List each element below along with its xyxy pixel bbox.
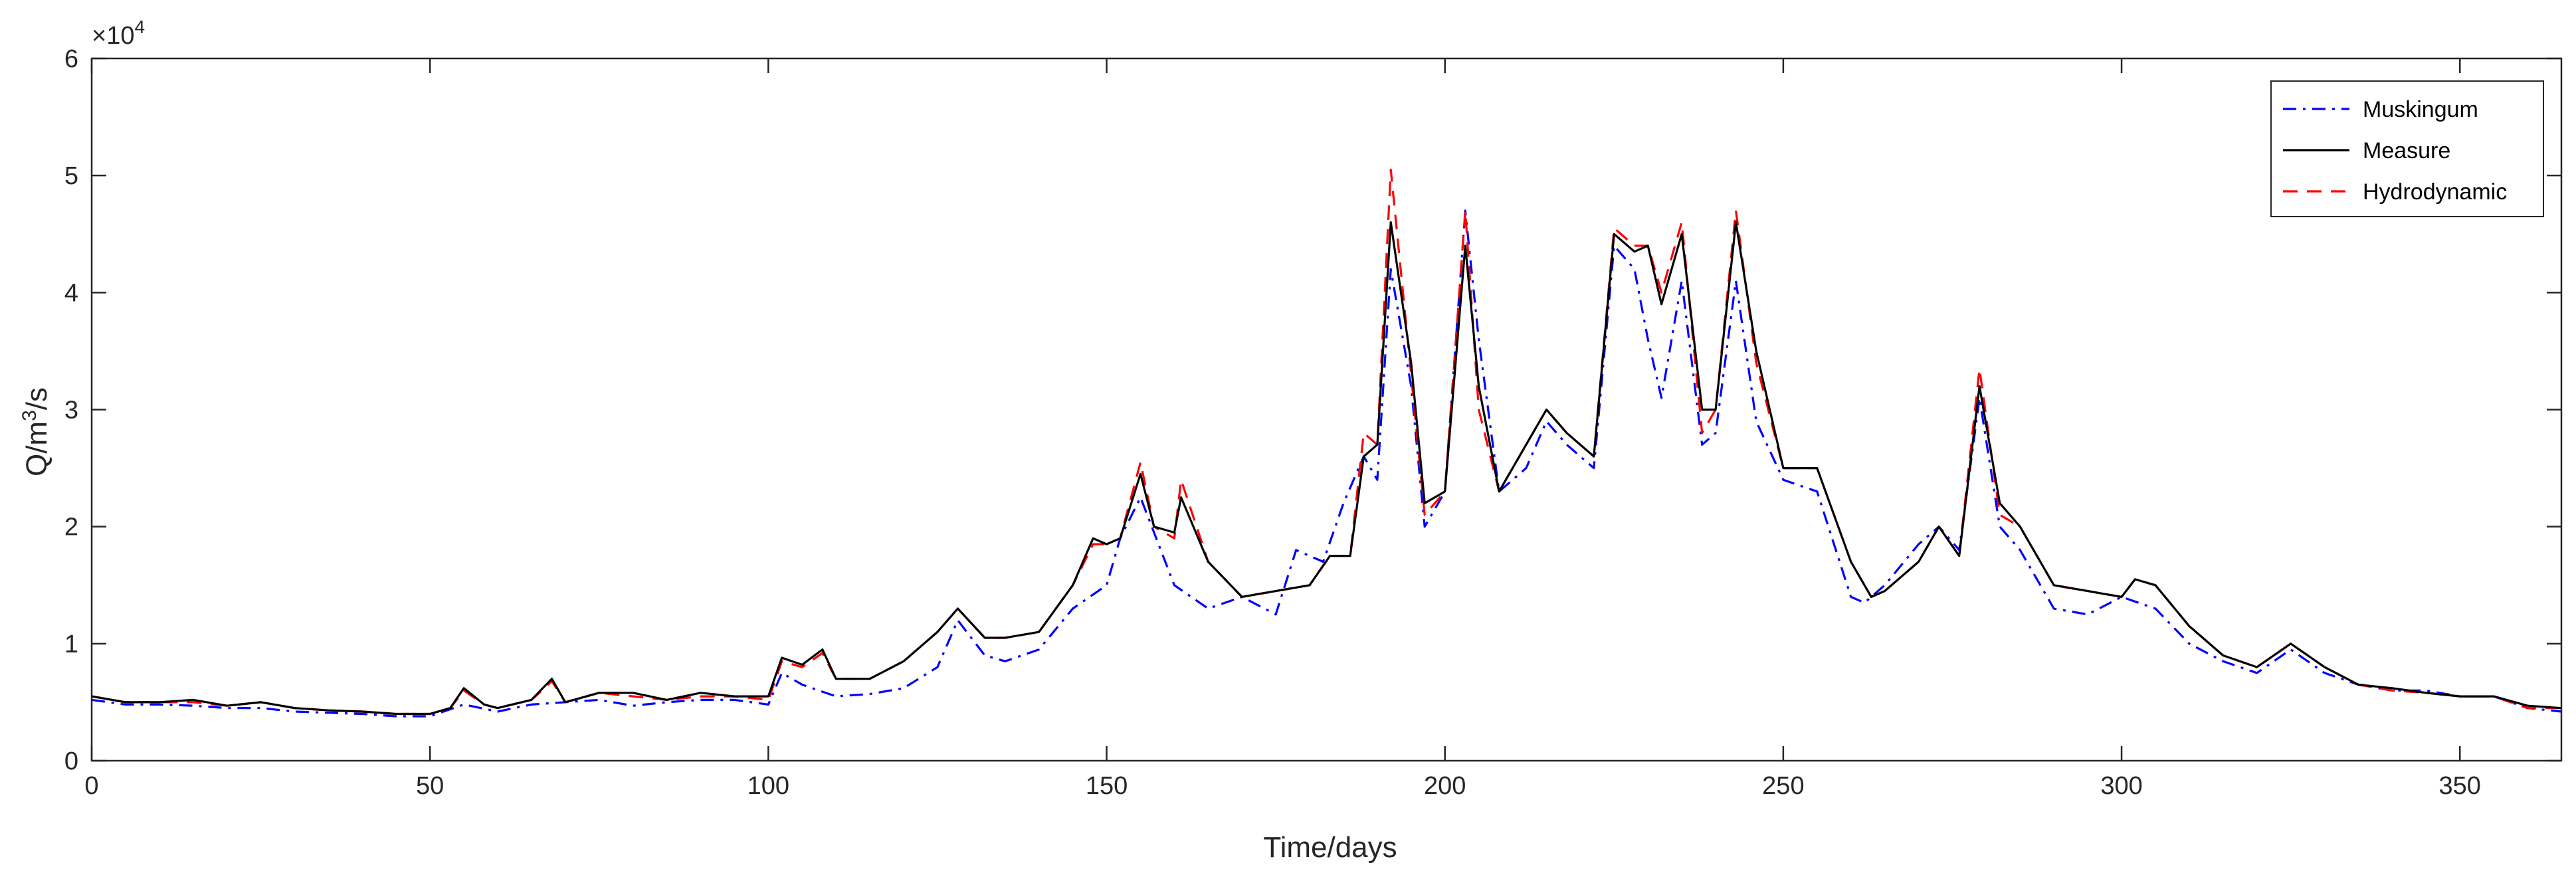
y-label-superscript: 3 (19, 410, 41, 421)
x-tick-label: 250 (1762, 772, 1804, 800)
x-tick-label: 100 (747, 772, 789, 800)
legend-box (2270, 80, 2544, 217)
x-tick-label: 350 (2439, 772, 2481, 800)
series-line-muskingum (91, 209, 2562, 718)
x-tick-label: 50 (416, 772, 444, 800)
y-tick-label: 1 (64, 631, 78, 658)
x-tick-label: 300 (2100, 772, 2142, 800)
series-line-measure (91, 221, 2562, 716)
y-tick-label: 6 (64, 45, 78, 73)
y-axis-label: Q/m3/s (19, 387, 53, 476)
x-tick-label: 200 (1424, 772, 1466, 800)
legend-label-muskingum: Muskingum (2363, 97, 2478, 122)
y-tick-label: 5 (64, 162, 78, 190)
legend-label-hydrodynamic: Hydrodynamic (2363, 179, 2507, 205)
y-tick-label: 2 (64, 514, 78, 541)
y-tick-label: 3 (64, 397, 78, 425)
legend-label-measure: Measure (2363, 138, 2450, 163)
legend: Muskingum Measure Hydrodynamic (2270, 80, 2544, 217)
x-tick-label: 150 (1086, 772, 1128, 800)
y-exponent-power: 4 (134, 17, 145, 37)
y-axis-exponent: ×104 (92, 17, 145, 50)
y-label-base: Q/m (21, 421, 53, 476)
plot-area (91, 168, 2562, 718)
x-axis-label: Time/days (1263, 831, 1397, 864)
y-exponent-base: ×10 (92, 22, 134, 50)
y-tick-label: 4 (64, 279, 78, 307)
x-tick-label: 0 (84, 772, 98, 800)
y-tick-label: 0 (64, 747, 78, 775)
axes: 0 50 100 150 200 250 300 350 0 1 2 3 4 5 6 (64, 45, 2563, 800)
legend-items: Muskingum Measure Hydrodynamic (2283, 97, 2507, 205)
y-label-tail: /s (21, 387, 53, 410)
